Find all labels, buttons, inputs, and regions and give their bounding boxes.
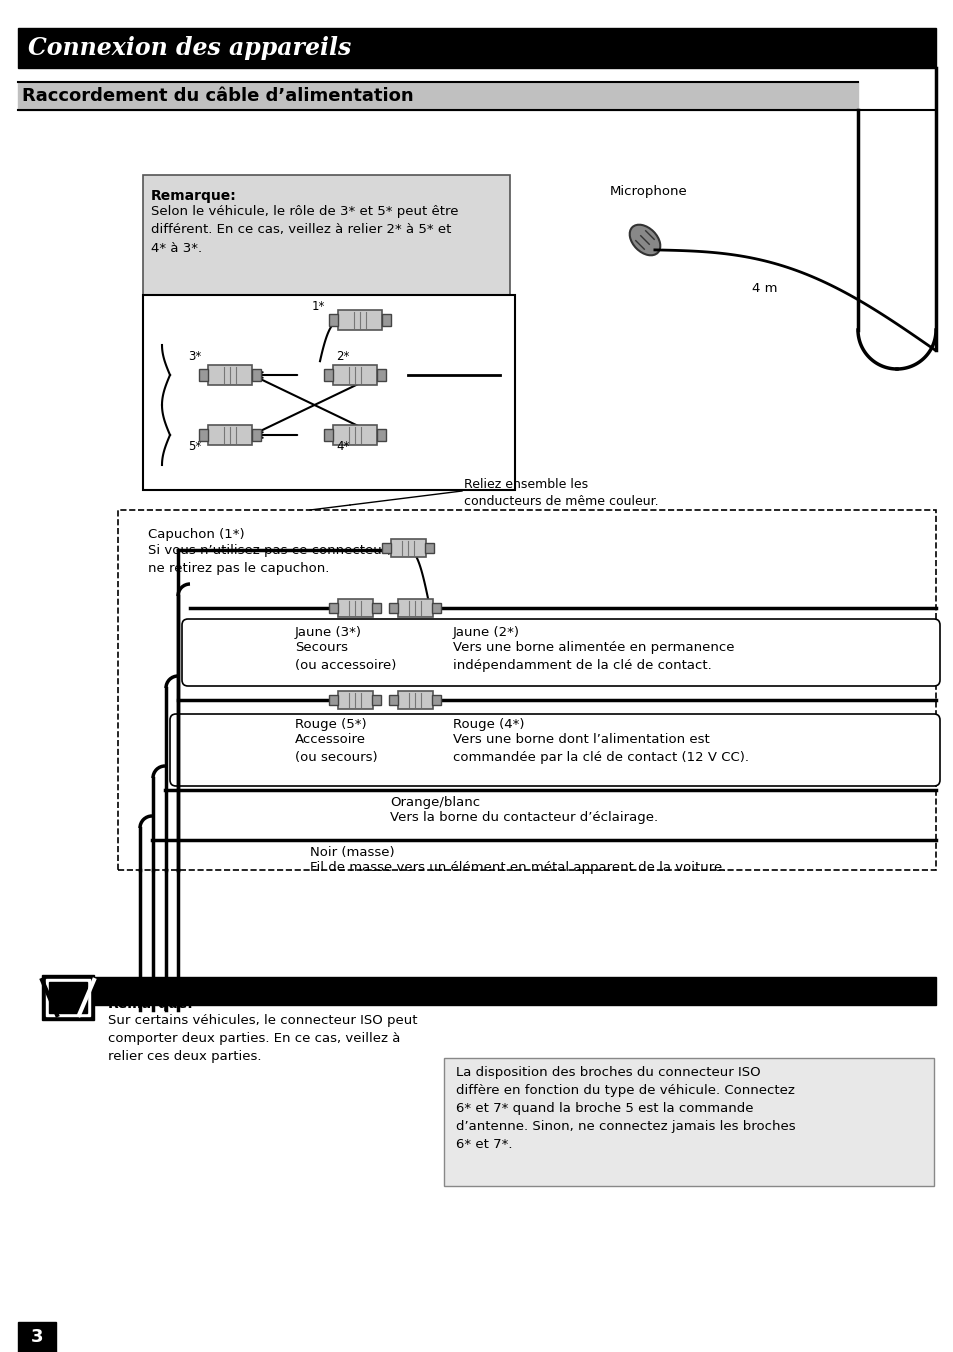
Text: Fil de masse vers un élément en métal apparent de la voiture.: Fil de masse vers un élément en métal ap… (310, 861, 725, 873)
Text: Orange/blanc: Orange/blanc (390, 796, 479, 808)
Bar (60, 977, 935, 1005)
Bar (324, 369, 333, 381)
Bar (391, 539, 426, 557)
Bar (376, 429, 386, 441)
Bar (337, 599, 373, 617)
Text: Secours
(ou accessoire): Secours (ou accessoire) (294, 641, 395, 672)
Text: Rouge (4*): Rouge (4*) (453, 718, 524, 731)
Text: Noir (masse): Noir (masse) (310, 846, 395, 859)
Text: Jaune (3*): Jaune (3*) (294, 626, 361, 639)
Text: Capuchon (1*): Capuchon (1*) (148, 529, 244, 541)
Text: Selon le véhicule, le rôle de 3* et 5* peut être
différent. En ce cas, veillez à: Selon le véhicule, le rôle de 3* et 5* p… (151, 206, 458, 256)
Bar (372, 695, 380, 704)
Text: 2*: 2* (336, 350, 350, 362)
Bar (432, 695, 440, 704)
Bar (199, 429, 208, 441)
Bar (376, 369, 386, 381)
Bar (329, 695, 337, 704)
Bar (424, 544, 434, 553)
Text: Connecteur ISO: Connecteur ISO (108, 980, 216, 994)
Text: Si vous n’utilisez pas ce connecteur,
ne retirez pas le capuchon.: Si vous n’utilisez pas ce connecteur, ne… (148, 544, 391, 575)
FancyBboxPatch shape (170, 714, 939, 786)
FancyBboxPatch shape (443, 1059, 933, 1186)
Bar (143, 174, 510, 295)
Text: Raccordement du câble d’alimentation: Raccordement du câble d’alimentation (22, 87, 414, 105)
Bar (18, 82, 857, 110)
Bar (252, 429, 261, 441)
Text: Vers une borne alimentée en permanence
indépendamment de la clé de contact.: Vers une borne alimentée en permanence i… (453, 641, 734, 672)
Bar (208, 365, 252, 385)
Bar (143, 295, 515, 489)
Text: 5*: 5* (188, 439, 201, 453)
Bar (329, 603, 337, 612)
Bar (381, 314, 391, 326)
Bar (329, 314, 337, 326)
Bar (118, 510, 935, 869)
Text: Vers une borne dont l’alimentation est
commandée par la clé de contact (12 V CC): Vers une borne dont l’alimentation est c… (453, 733, 748, 764)
Bar (46, 979, 90, 1015)
Text: 1*: 1* (311, 300, 324, 314)
Bar (337, 310, 381, 330)
FancyBboxPatch shape (182, 619, 939, 685)
Text: Connexion des appareils: Connexion des appareils (28, 37, 351, 59)
Bar (333, 425, 376, 445)
Bar (18, 1322, 56, 1352)
Bar (432, 603, 440, 612)
Text: Rouge (5*): Rouge (5*) (294, 718, 366, 731)
Bar (389, 603, 397, 612)
Text: Remarque:: Remarque: (108, 996, 193, 1011)
Text: 4 m: 4 m (751, 283, 777, 295)
Bar (333, 365, 376, 385)
Bar (252, 369, 261, 381)
Text: 3*: 3* (188, 350, 201, 362)
Text: Jaune (2*): Jaune (2*) (453, 626, 519, 639)
Text: 4*: 4* (336, 439, 350, 453)
Text: Accessoire
(ou secours): Accessoire (ou secours) (294, 733, 377, 764)
Bar (397, 599, 433, 617)
Text: Microphone: Microphone (609, 185, 687, 197)
Bar (324, 429, 333, 441)
Text: Vers la borne du contacteur d’éclairage.: Vers la borne du contacteur d’éclairage. (390, 811, 658, 823)
Bar (49, 982, 87, 1013)
Text: La disposition des broches du connecteur ISO
diffère en fonction du type de véhi: La disposition des broches du connecteur… (456, 1065, 795, 1151)
Text: Remarque:: Remarque: (151, 189, 236, 203)
Bar (381, 544, 391, 553)
Text: 3: 3 (30, 1328, 43, 1347)
Text: Sur certains véhicules, le connecteur ISO peut
comporter deux parties. En ce cas: Sur certains véhicules, le connecteur IS… (108, 1014, 417, 1063)
Bar (337, 691, 373, 708)
Bar (18, 28, 935, 68)
Bar (397, 691, 433, 708)
Bar (42, 975, 94, 1019)
Bar (199, 369, 208, 381)
Bar (372, 603, 380, 612)
Bar (208, 425, 252, 445)
Bar (389, 695, 397, 704)
Text: Reliez ensemble les
conducteurs de même couleur.: Reliez ensemble les conducteurs de même … (463, 479, 658, 508)
Ellipse shape (629, 224, 659, 256)
